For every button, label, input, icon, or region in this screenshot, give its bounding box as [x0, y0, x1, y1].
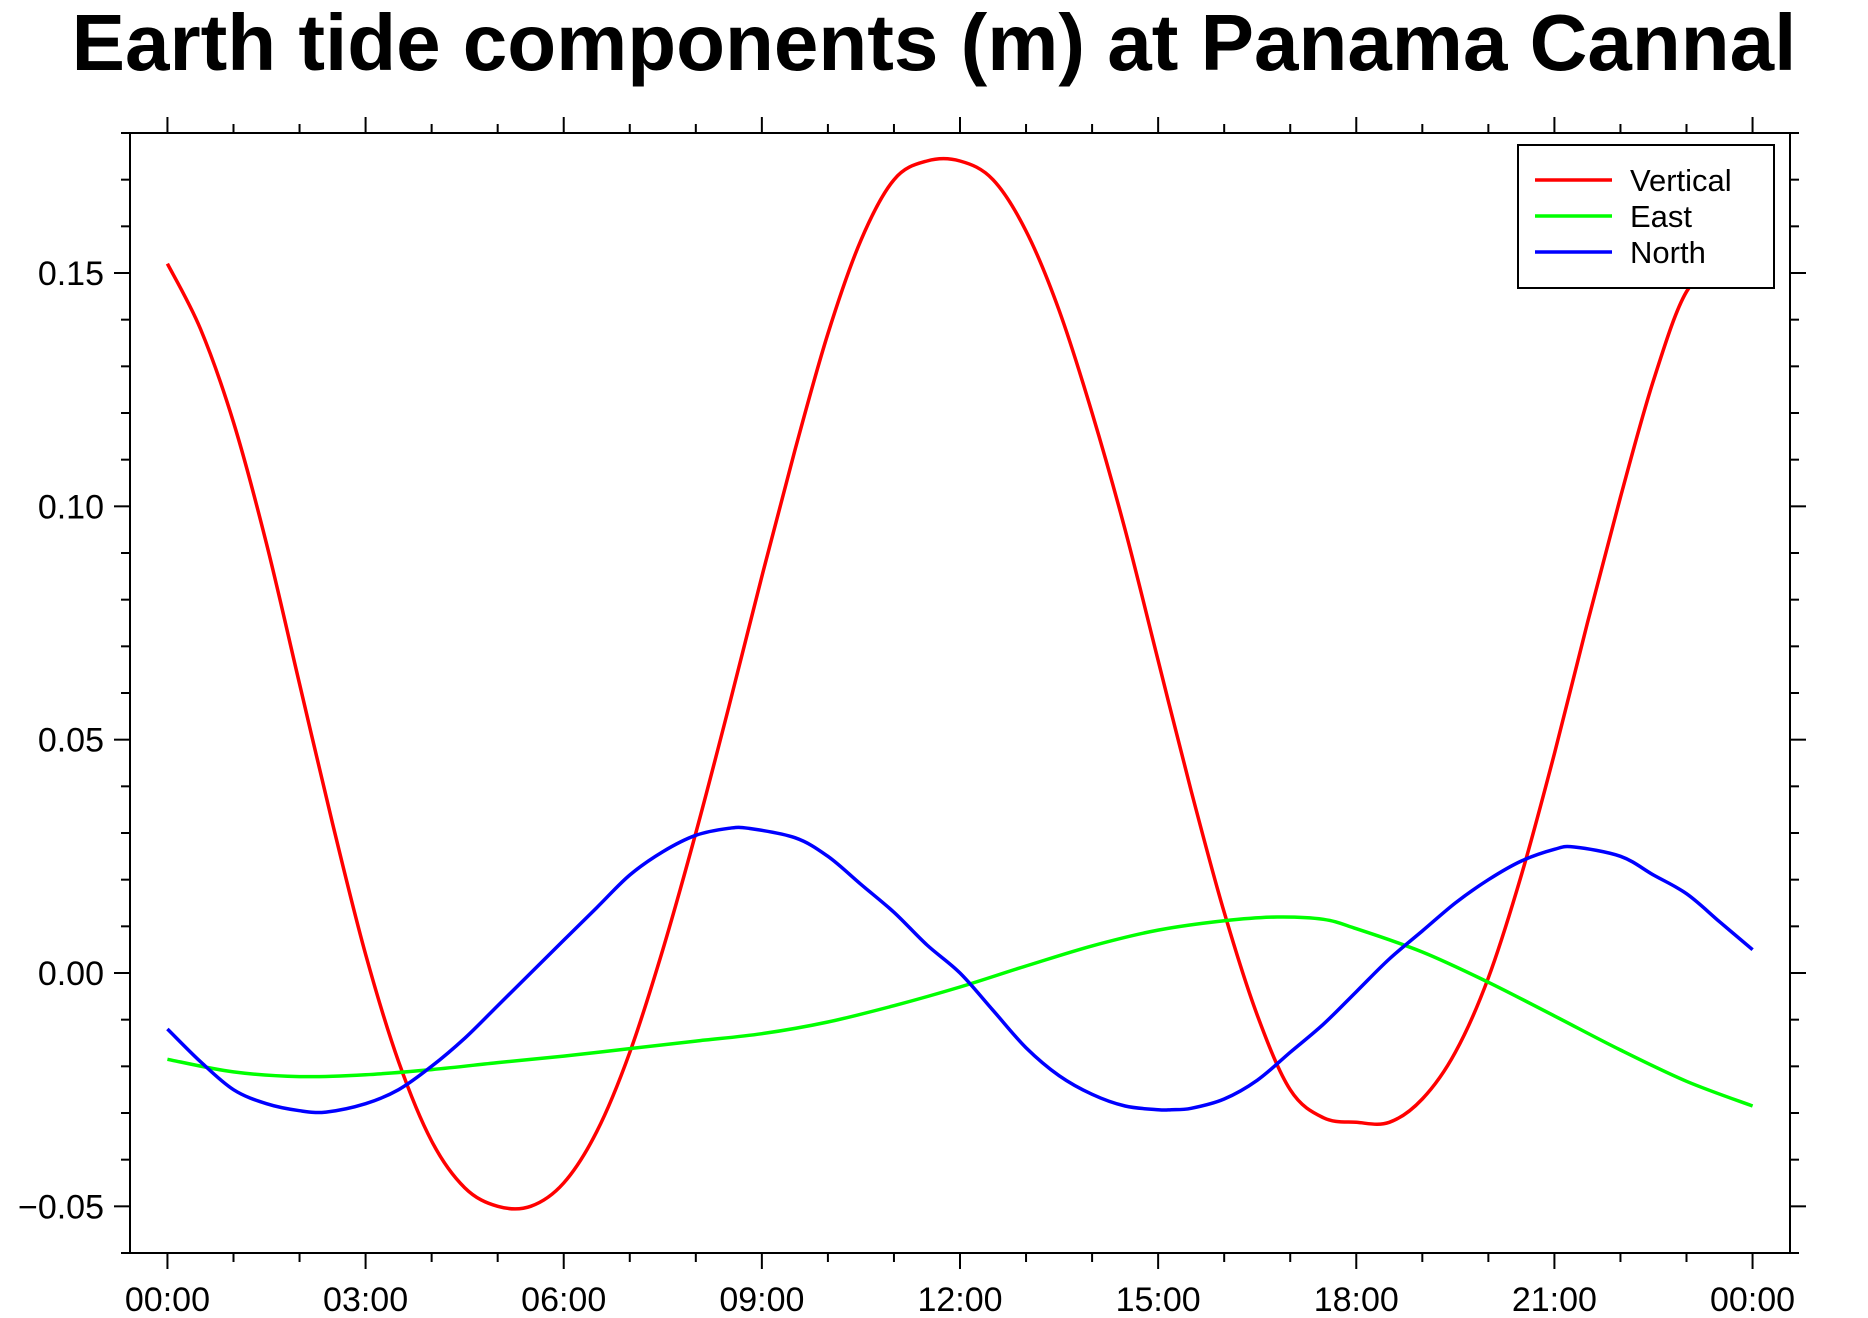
y-tick-label: −0.05 [18, 1188, 104, 1226]
y-tick-label: 0.00 [38, 955, 104, 993]
chart-title: Earth tide components (m) at Panama Cann… [72, 0, 1797, 87]
x-tick-label: 00:00 [1710, 1281, 1795, 1318]
x-tick-label: 18:00 [1314, 1281, 1399, 1318]
series-line-north [166, 825, 1754, 1115]
legend-label-vertical: Vertical [1630, 163, 1732, 198]
y-tick-label: 0.05 [38, 722, 104, 760]
x-tick-label: 00:00 [125, 1281, 210, 1318]
series-line-east [167, 915, 1754, 1108]
x-tick-label: 03:00 [323, 1281, 408, 1318]
plot-frame-group [129, 132, 1791, 1254]
x-tick-label: 15:00 [1116, 1281, 1201, 1318]
plot-frame [129, 132, 1791, 1254]
x-tick-label: 06:00 [521, 1281, 606, 1318]
x-tick-label: 12:00 [917, 1281, 1002, 1318]
x-tick-label: 21:00 [1512, 1281, 1597, 1318]
x-tick-label: 09:00 [719, 1281, 804, 1318]
series-line-vertical [165, 156, 1753, 1211]
y-tick-label: 0.15 [38, 255, 104, 293]
legend-label-east: East [1630, 199, 1692, 234]
series-group [165, 156, 1754, 1211]
y-tick-label: 0.10 [38, 488, 104, 526]
legend-label-north: North [1630, 235, 1706, 270]
ticks-group: 00:00 03:00 06:00 09:00 12:00 15:00 18:00 21:00… [18, 117, 1806, 1318]
